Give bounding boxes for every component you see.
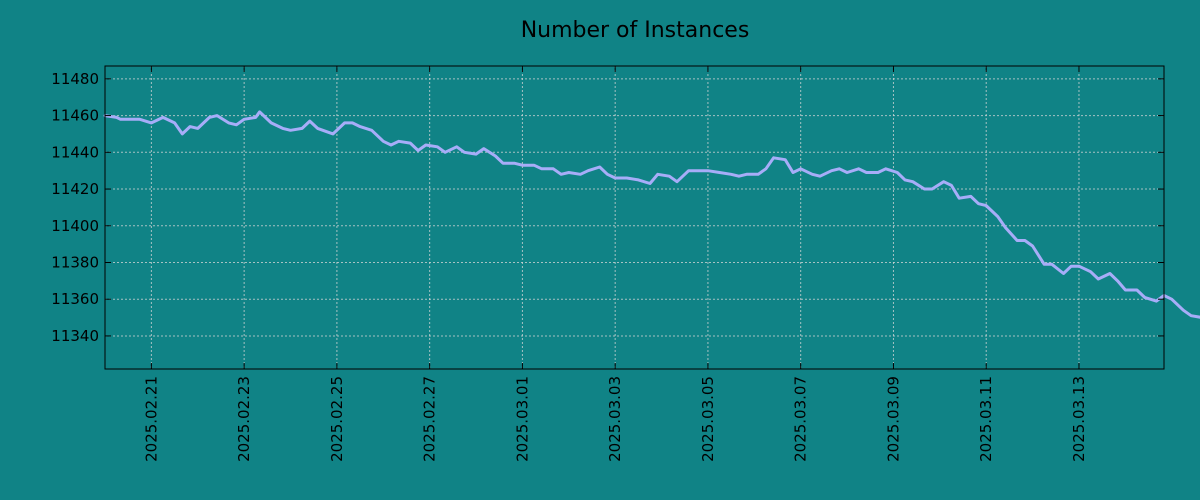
y-tick-label: 11440 [51,143,99,161]
x-axis: 2025.02.21 2025.02.23 2025.02.25 2025.02.27… [142,66,1088,462]
chart-title: Number of Instances [521,18,750,43]
series-layer [103,110,1200,319]
grid-lines [105,66,1164,369]
y-tick-label: 11360 [51,290,99,308]
y-tick-label: 11340 [51,327,99,345]
x-tick-label: 2025.03.07 [792,376,810,462]
plot-frame [104,65,1165,370]
x-tick-label: 2025.03.01 [513,376,531,462]
x-tick-label: 2025.03.05 [699,376,717,462]
y-tick-label: 11480 [51,70,99,88]
x-tick-label: 2025.03.09 [884,376,902,462]
x-tick-label: 2025.02.21 [142,376,160,462]
x-tick-label: 2025.03.13 [1070,376,1088,462]
x-tick-label: 2025.02.25 [328,376,346,462]
x-tick-label: 2025.03.11 [977,376,995,462]
series-line [103,110,1200,319]
y-tick-label: 11420 [51,180,99,198]
y-tick-label: 11460 [51,107,99,125]
y-tick-label: 11400 [51,217,99,235]
x-tick-label: 2025.03.03 [606,376,624,462]
y-tick-label: 11380 [51,253,99,271]
x-tick-label: 2025.02.27 [421,376,439,462]
x-tick-label: 2025.02.23 [235,376,253,462]
y-axis: 11340 11360 11380 11400 11420 11440 11460 11480 [51,70,1164,345]
